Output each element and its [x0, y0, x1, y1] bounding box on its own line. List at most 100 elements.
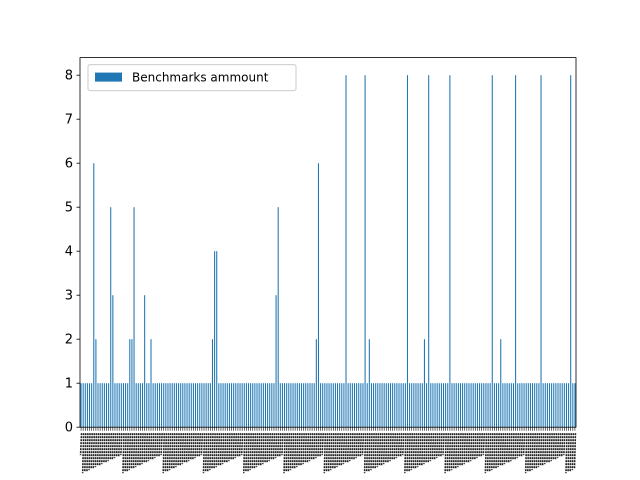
bar: [417, 383, 419, 428]
x-tick-label-stub: [175, 433, 178, 468]
x-tick-label-stub: [158, 433, 161, 457]
x-tick-label-stub: [251, 433, 255, 470]
x-tick-label-stub: [421, 433, 424, 466]
bar: [351, 383, 353, 428]
x-tick-label-stub: [128, 433, 132, 471]
bar: [358, 383, 360, 428]
x-tick-label-stub: [270, 433, 274, 461]
bar: [487, 383, 489, 428]
x-tick-label-stub: [321, 433, 324, 456]
y-ticks-group: 0 1 2 3 4 5 6 7 8: [65, 69, 80, 436]
bar: [167, 383, 169, 428]
x-tick-label-stub: [524, 433, 528, 474]
x-tick-label-stub: [459, 433, 462, 467]
x-tick-label-stub: [338, 433, 341, 467]
x-tick-label-stub: [151, 433, 155, 460]
x-tick-label-stub: [310, 433, 314, 461]
x-tick-label-stub: [539, 433, 543, 467]
x-tick-label-stub: [206, 433, 210, 472]
bar: [385, 383, 387, 428]
bar: [574, 383, 576, 428]
x-tick-label-stub: [404, 433, 407, 474]
x-tick-label-stub: [520, 433, 524, 457]
bar: [125, 383, 127, 428]
bar: [290, 383, 292, 428]
bar: [474, 383, 476, 428]
x-tick-label-stub: [164, 433, 168, 473]
bar: [80, 383, 82, 428]
bar: [86, 383, 88, 428]
x-tick-label-stub: [209, 433, 212, 471]
bar: [515, 75, 517, 428]
x-tick-label-stub: [274, 433, 278, 459]
bar: [512, 383, 514, 428]
bar: [303, 383, 305, 428]
bar: [324, 383, 326, 428]
x-tick-label-stub: [111, 433, 115, 460]
x-tick-label-stub: [298, 433, 301, 467]
x-tick-label-stub: [149, 433, 153, 461]
bar: [442, 383, 445, 428]
x-tick-label-stub: [200, 433, 204, 456]
x-tick-label-stub: [442, 433, 445, 456]
x-ticks-group: [79, 427, 577, 474]
x-tick-label-stub: [223, 433, 227, 464]
x-tick-label-stub: [242, 433, 246, 474]
bar: [489, 383, 491, 428]
x-tick-label-stub: [397, 433, 401, 458]
bar: [180, 383, 182, 428]
bar: [309, 383, 311, 428]
x-tick-label-stub: [247, 433, 250, 472]
bar: [311, 383, 313, 428]
x-tick-label-stub: [249, 433, 252, 471]
x-tick-label-stub: [351, 433, 354, 461]
bar: [127, 383, 129, 428]
x-tick-label-stub: [291, 433, 295, 470]
bar: [307, 383, 309, 428]
bar: [548, 383, 551, 428]
bar: [525, 383, 527, 428]
x-tick-label-stub: [255, 433, 259, 468]
y-tick-label: 4: [65, 245, 73, 260]
x-tick-label-stub: [240, 433, 244, 456]
bar: [298, 383, 300, 428]
bar: [517, 383, 519, 428]
bar: [468, 383, 470, 428]
bar: [216, 251, 218, 428]
bar: [203, 383, 205, 428]
x-tick-label-stub: [215, 433, 219, 468]
bar: [373, 383, 375, 428]
bar: [428, 75, 430, 428]
x-tick-label-stub: [497, 433, 500, 468]
bar: [421, 383, 423, 428]
x-tick-label-stub: [100, 433, 104, 465]
x-tick-label-stub: [437, 433, 441, 458]
x-tick-label-stub: [300, 433, 303, 466]
x-tick-label-stub: [406, 433, 409, 473]
x-tick-label-stub: [124, 433, 127, 473]
x-tick-label-stub: [482, 433, 486, 456]
bar: [540, 75, 542, 428]
x-tick-label-stub: [408, 433, 411, 472]
bar: [527, 383, 529, 428]
bar: [495, 383, 498, 428]
bar: [305, 383, 307, 428]
x-tick-label-stub: [346, 433, 350, 463]
x-tick-label-stub: [306, 433, 310, 463]
bar: [188, 383, 190, 428]
x-tick-label-stub: [183, 433, 187, 464]
bar: [103, 383, 105, 428]
x-tick-label-stub: [552, 433, 556, 461]
x-tick-label-stub: [327, 433, 331, 472]
x-tick-label-stub: [368, 433, 371, 472]
x-tick-label-stub: [153, 433, 157, 459]
bar: [142, 383, 144, 428]
bar: [105, 383, 108, 428]
x-tick-label-stub: [90, 433, 93, 470]
y-tick-label: 1: [65, 377, 73, 392]
x-tick-label-stub: [541, 433, 545, 466]
x-tick-label-stub: [418, 433, 422, 467]
x-tick-label-stub: [348, 433, 352, 462]
bar: [404, 383, 406, 428]
x-tick-label-stub: [505, 433, 509, 464]
